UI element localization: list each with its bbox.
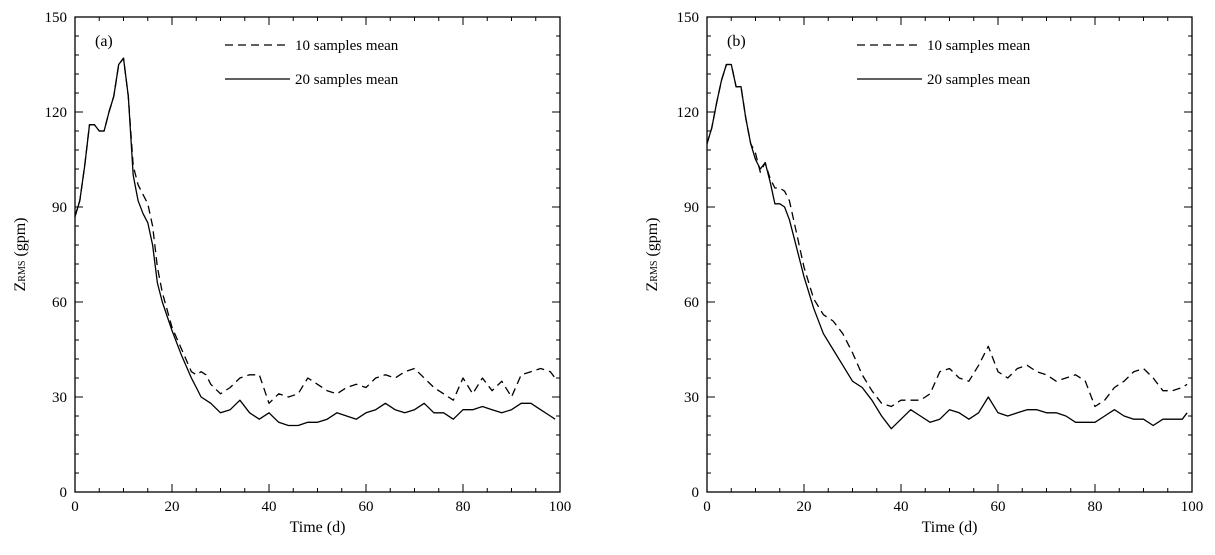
y-tick-label: 30	[684, 390, 699, 406]
x-tick-label: 60	[359, 499, 374, 515]
y-axis-title: ZRMS (gpm)	[644, 217, 661, 291]
y-tick-label: 60	[684, 295, 699, 311]
y-axis-title-main: Z	[12, 282, 29, 292]
legend-label: 10 samples mean	[927, 38, 1031, 54]
panel-label: (b)	[727, 33, 746, 50]
x-axis-title: Time (d)	[922, 519, 978, 536]
x-tick-label: 0	[71, 499, 79, 515]
panel-label: (a)	[95, 33, 113, 50]
legend-label: 20 samples mean	[927, 72, 1031, 88]
y-axis-title-main: Z	[644, 282, 661, 292]
series-line-20-samples	[74, 57, 556, 427]
chart-a: 0 20 40 60 80 100 0 30 60 90 120 150 Time (d) ZRMS (g…	[12, 10, 572, 536]
y-tick-label: 150	[45, 10, 68, 26]
x-tick-label: 100	[549, 499, 572, 515]
y-tick-label: 120	[45, 105, 68, 121]
y-axis-title-unit: (gpm)	[12, 217, 29, 260]
y-tick-label: 120	[677, 105, 700, 121]
x-tick-label: 0	[703, 499, 711, 515]
y-tick-label: 0	[60, 485, 68, 501]
y-tick-label: 90	[52, 200, 67, 216]
y-tick-label: 0	[692, 485, 700, 501]
x-tick-label: 80	[1088, 499, 1103, 515]
x-tick-label: 60	[991, 499, 1006, 515]
x-tick-label: 40	[894, 499, 909, 515]
y-axis-title-unit: (gpm)	[644, 217, 661, 260]
y-tick-label: 30	[52, 390, 67, 406]
x-tick-label: 80	[456, 499, 471, 515]
plot-frame	[74, 16, 561, 493]
y-tick-label: 90	[684, 200, 699, 216]
y-axis-title-sub: RMS	[649, 261, 660, 282]
y-axis-title-sub: RMS	[17, 261, 28, 282]
series-line-20-samples	[706, 63, 1188, 430]
series-line-10-samples	[706, 63, 1188, 408]
plot-frame	[706, 16, 1193, 493]
y-tick-label: 150	[677, 10, 700, 26]
legend-label: 10 samples mean	[295, 38, 399, 54]
x-tick-label: 20	[165, 499, 180, 515]
x-tick-label: 100	[1181, 499, 1204, 515]
series-line-10-samples	[74, 57, 556, 404]
y-tick-label: 60	[52, 295, 67, 311]
x-tick-label: 20	[797, 499, 812, 515]
legend-label: 20 samples mean	[295, 72, 399, 88]
x-axis-title: Time (d)	[290, 519, 346, 536]
chart-b: 0 20 40 60 80 100 0 30 60 90 120 150 Time (d) ZRMS (g…	[644, 10, 1204, 536]
y-axis-title: ZRMS (gpm)	[12, 217, 29, 291]
x-tick-label: 40	[262, 499, 277, 515]
